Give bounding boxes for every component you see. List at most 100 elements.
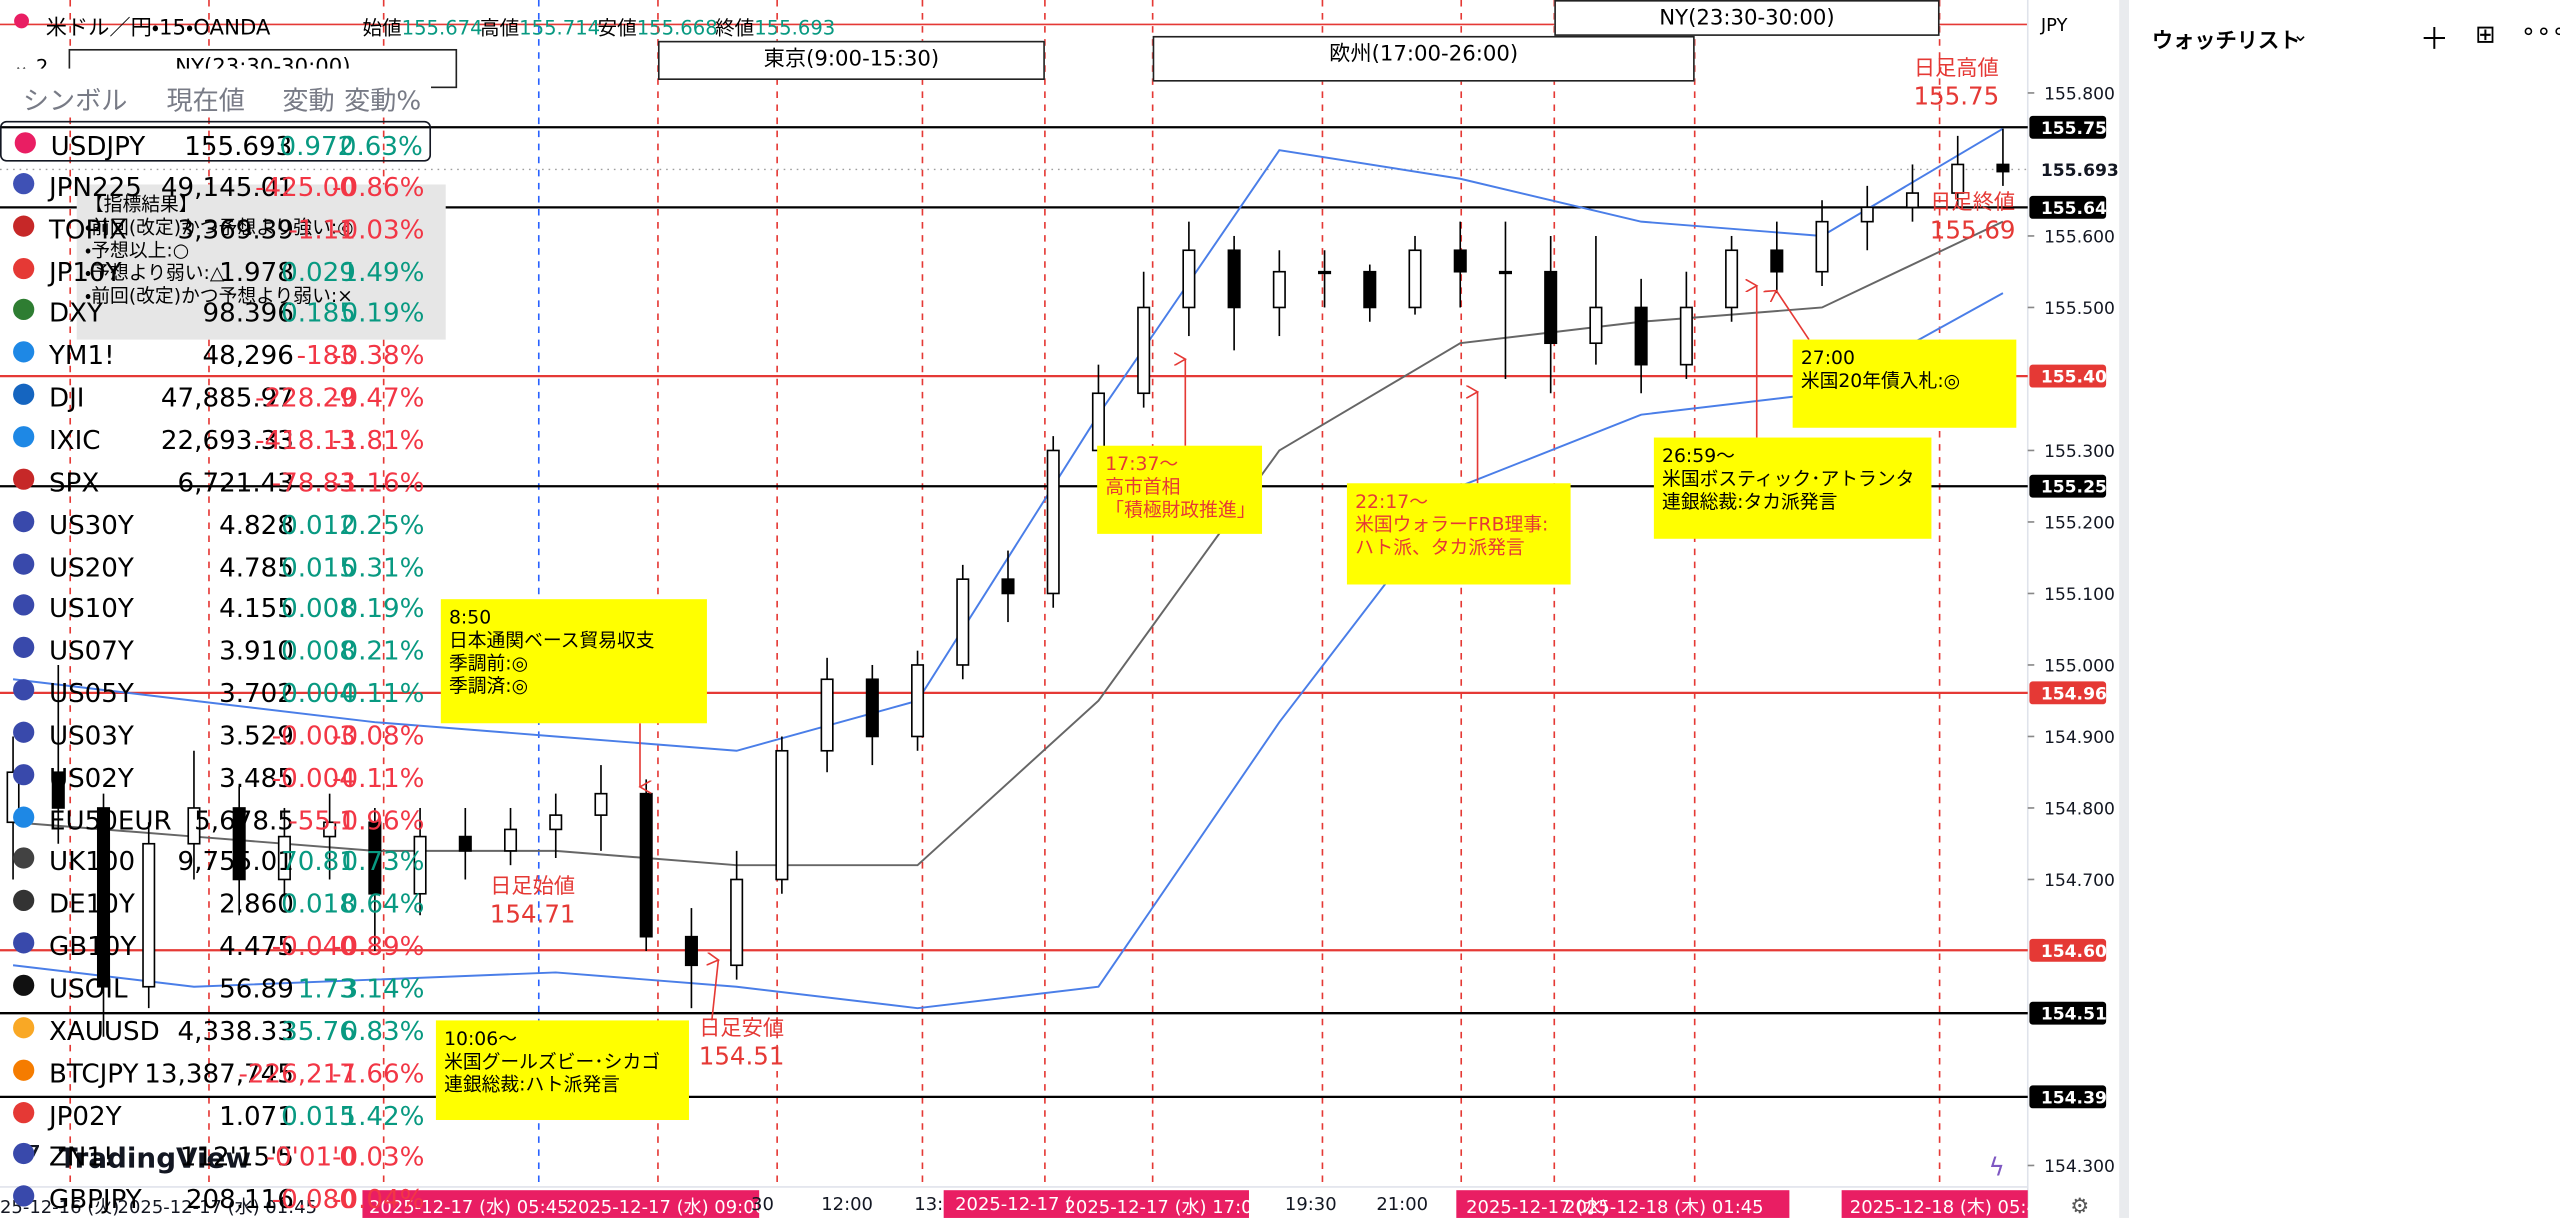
annotation: 8:50 日本通関ベース貿易収支 季調前:◎ 季調済:◎	[440, 599, 707, 724]
symbol: GB10Y	[48, 930, 137, 962]
price-label-bg	[2029, 1085, 2107, 1109]
watchlist-row[interactable]: JPN225 49,145.01 -425.00 -0.86%	[0, 163, 431, 204]
ohlc-value: 155.714	[519, 16, 600, 39]
symbol: US20Y	[48, 551, 134, 583]
candle-body	[1227, 249, 1241, 309]
chart: JPY ● 米ドル／円・15・OANDA ⌄ 2 ⚙ ϟ ⁰⁷ TradingV…	[0, 0, 2120, 1218]
time-label: 2025-12-18 (木) 01:45	[1564, 1196, 1764, 1218]
candle-body	[865, 678, 879, 738]
info-line: ・前回(改定)かつ予想より強い:◎	[84, 215, 354, 239]
symbol: UK100	[48, 846, 136, 878]
watchlist-row[interactable]: GB10Y 4.475 -0.040 -0.89%	[0, 923, 431, 964]
candle-body	[1634, 306, 1648, 366]
watchlist-row[interactable]: DXY 98.396 0.185 0.19%	[0, 290, 431, 331]
symbol-icon	[13, 763, 35, 785]
candle-body	[1589, 306, 1603, 345]
symbol: US07Y	[48, 635, 134, 667]
watchlist-row[interactable]: IXIC 22,693.33 -418.13 -1.81%	[0, 416, 431, 457]
price: 98.396	[202, 297, 294, 329]
watchlist-row[interactable]: US02Y 3.485 -0.004 -0.11%	[0, 754, 431, 795]
watchlist-row[interactable]: US05Y 3.702 0.004 0.11%	[0, 669, 431, 710]
watchlist-row[interactable]: BTCJPY 13,387,745 -226,217 -1.66%	[0, 1049, 431, 1090]
price-label-bg	[2029, 1001, 2107, 1025]
annotation: 17:37～ 高市首相 「積極財政推進」	[1097, 445, 1263, 534]
watchlist-row[interactable]: YM1! 48,296 -183 -0.38%	[0, 332, 431, 373]
watchlist-row[interactable]: DJI 47,885.97 -228.29 -0.47%	[0, 374, 431, 415]
watchlist-row[interactable]: GBPJPY 208.116 -0.080 -0.04%	[0, 1176, 431, 1217]
info-line: ・予想以上:○	[84, 238, 190, 262]
watchlist-row[interactable]: SPX 6,721.43 -78.83 -1.16%	[0, 458, 431, 499]
change-pct: 0.83%	[341, 1015, 425, 1047]
annotation-line: 米国20年債入札:◎	[1800, 368, 1961, 392]
watchlist-row[interactable]: ZN1! 112'15'5 -0'01'0 -0.03%	[0, 1134, 431, 1175]
watchlist-row[interactable]: DE10Y 2.860 0.018 0.64%	[0, 880, 431, 921]
layout-button[interactable]: ⊞	[2475, 19, 2496, 49]
watchlist-row[interactable]: EU50EUR 5,678.5 -55.1 -0.96%	[0, 796, 431, 837]
y-tick-label: 155.800	[2044, 84, 2115, 104]
candle-body	[368, 821, 382, 895]
candle-body	[1408, 249, 1422, 309]
add-button[interactable]: ＋	[2419, 22, 2449, 58]
candle-body	[1815, 220, 1829, 273]
info-line: 【指標結果】	[84, 192, 198, 216]
arrow	[712, 960, 719, 1021]
symbol: YM1!	[48, 339, 115, 372]
column-header: 現在値	[166, 84, 245, 116]
annotation: 27:00 米国20年債入札:◎	[1792, 339, 2017, 428]
candle-body	[1318, 270, 1332, 275]
price: 5,678.5	[194, 804, 294, 836]
candle-body	[1996, 163, 2010, 173]
watchlist-row[interactable]: UK100 9,755.01 70.81 0.73%	[0, 838, 431, 879]
price: 4.155	[219, 593, 294, 625]
watchlist-row[interactable]: JP02Y 1.071 0.015 1.42%	[0, 1092, 431, 1133]
price: 1.978	[219, 255, 294, 287]
change: -425.00	[255, 171, 356, 203]
change: 0.008	[281, 635, 356, 667]
change: -0.080	[271, 1184, 356, 1216]
annotation-line: 連銀総裁:ハト派発言	[444, 1072, 620, 1096]
watchlist-row[interactable]: JP10Y 1.978 0.029 1.49%	[0, 247, 431, 288]
day-label-title: 日足安値	[699, 1017, 785, 1042]
symbol: US30Y	[48, 508, 134, 540]
price: 155.693	[184, 130, 293, 162]
watchlist-row[interactable]: USOIL 56.89 1.73 3.14%	[0, 965, 431, 1006]
change-pct: -0.03%	[332, 213, 425, 245]
watchlist-row[interactable]: US03Y 3.529 -0.003 -0.08%	[0, 712, 431, 753]
symbol: BTCJPY	[48, 1057, 139, 1089]
more-button[interactable]: ∘∘∘	[2520, 16, 2560, 46]
watchlist-row[interactable]: TOPIX 3,369.39 -1.11 -0.03%	[0, 205, 431, 246]
annotation: 22:17～ 米国ウォラーFRB理事: ハト派、タカ派発言	[1346, 483, 1571, 585]
price-label-bg	[2029, 938, 2107, 962]
watchlist-row[interactable]: US07Y 3.910 0.008 0.21%	[0, 627, 431, 668]
candle-body	[1091, 392, 1105, 452]
annotation-line: 10:06～	[444, 1026, 517, 1050]
watchlist-row[interactable]: US10Y 4.155 0.008 0.19%	[0, 585, 431, 626]
watchlist-row[interactable]: US30Y 4.828 0.012 0.25%	[0, 501, 431, 542]
dropdown[interactable]: ⌄	[2292, 22, 2309, 46]
settings-icon[interactable]: ⚙	[2070, 1194, 2089, 1218]
symbol-icon	[13, 974, 35, 996]
watchlist-row[interactable]: XAUUSD 4,338.33 35.76 0.83%	[0, 1007, 431, 1048]
price-label: 155.752	[2041, 119, 2119, 139]
change-pct: -1.16%	[332, 466, 425, 498]
bolt-icon[interactable]: ϟ	[1989, 1153, 2005, 1182]
ohlc-value: 155.668	[637, 16, 718, 39]
price-label: 154.396	[2041, 1088, 2119, 1108]
candle-body	[1182, 249, 1196, 309]
watchlist-title[interactable]: ウォッチリスト	[2151, 29, 2301, 54]
candle-body	[1770, 249, 1784, 273]
watchlist-row[interactable]: USDJPY 155.693 0.972 0.63%	[0, 120, 432, 162]
change-pct: 1.49%	[341, 255, 425, 287]
column-header: 変動%	[344, 84, 422, 116]
ohlc-value: 155.693	[754, 16, 835, 39]
change: -418.13	[255, 424, 356, 456]
price: 9,755.01	[177, 846, 294, 878]
fav-icon: ●	[13, 8, 30, 31]
currency: JPY	[2040, 15, 2068, 36]
watchlist-row[interactable]: US20Y 4.785 0.015 0.31%	[0, 543, 431, 584]
day-label-title: 日足終値	[1930, 191, 2016, 216]
price: 4.828	[219, 508, 294, 540]
price: 22,693.33	[160, 424, 294, 456]
